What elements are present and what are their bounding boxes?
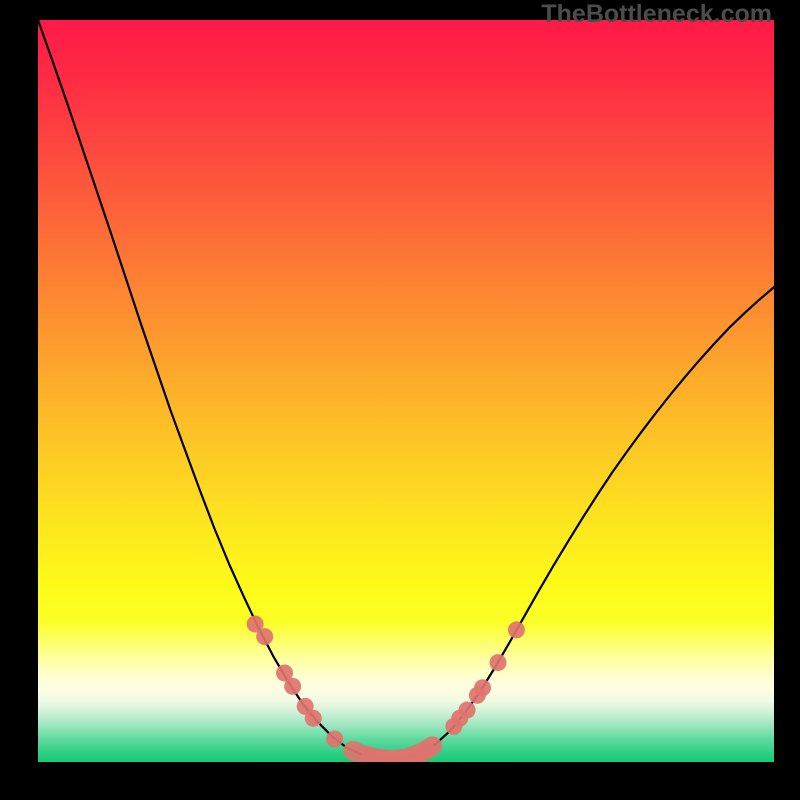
chart-background bbox=[38, 20, 774, 762]
data-marker bbox=[256, 628, 273, 645]
chart-svg bbox=[38, 20, 774, 762]
data-marker bbox=[459, 702, 476, 719]
data-marker bbox=[474, 679, 491, 696]
data-marker bbox=[284, 678, 301, 695]
data-marker bbox=[508, 621, 525, 638]
data-marker bbox=[418, 742, 435, 759]
chart-plot-area bbox=[38, 20, 774, 762]
data-marker bbox=[490, 654, 507, 671]
data-marker bbox=[326, 731, 343, 748]
watermark-text: TheBottleneck.com bbox=[541, 0, 772, 29]
data-marker bbox=[305, 710, 322, 727]
